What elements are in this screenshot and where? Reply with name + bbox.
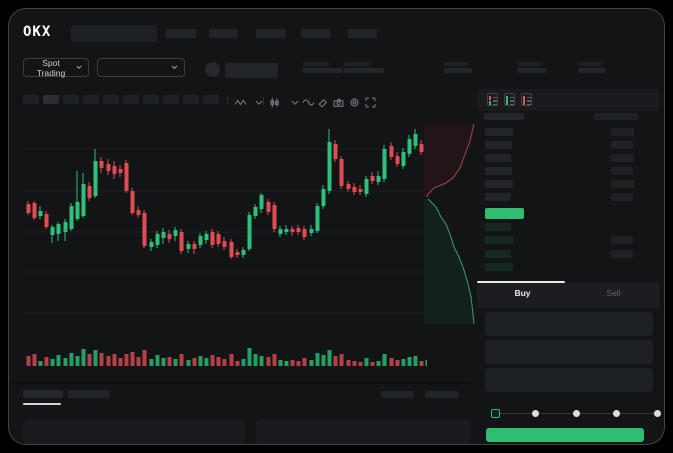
- drawing-tools-icon[interactable]: [317, 95, 328, 108]
- timeframe-button[interactable]: [43, 95, 59, 104]
- nav-item-3[interactable]: [256, 29, 286, 38]
- stat-label-placeholder: [344, 62, 370, 66]
- bottom-tab-2[interactable]: [68, 390, 110, 398]
- section-divider: [9, 381, 471, 384]
- ask-row-price-bar[interactable]: [485, 180, 513, 188]
- bottom-tab-1[interactable]: [23, 390, 63, 398]
- timeframe-button[interactable]: [23, 95, 39, 104]
- camera-icon[interactable]: [333, 95, 344, 107]
- candle-type-icon[interactable]: [269, 95, 280, 108]
- book-bids-icon[interactable]: [504, 93, 515, 106]
- history-table-placeholder[interactable]: [256, 419, 471, 444]
- orderbook-header-placeholder: [484, 113, 524, 120]
- market-type-label: Spot Trading: [36, 57, 66, 78]
- nav-item-4[interactable]: [301, 29, 330, 38]
- buy-submit-button[interactable]: [486, 428, 644, 442]
- toolbar-separator: [263, 97, 264, 105]
- slider-step-dot[interactable]: [532, 410, 539, 417]
- amount-field[interactable]: [485, 340, 653, 364]
- nav-item-2[interactable]: [209, 29, 238, 38]
- stat-label-placeholder: [444, 62, 468, 66]
- settings-icon[interactable]: [349, 95, 360, 107]
- pair-selector-dropdown[interactable]: [97, 58, 185, 77]
- fullscreen-icon[interactable]: [365, 95, 376, 108]
- stat-value-placeholder: [344, 68, 384, 73]
- bottom-tab-indicator: [23, 403, 61, 405]
- ask-row-price-bar[interactable]: [485, 128, 513, 136]
- book-asks-icon[interactable]: [521, 93, 532, 106]
- stat-label-placeholder: [303, 62, 329, 66]
- ask-row-total-bar: [611, 193, 633, 201]
- timeframe-button[interactable]: [203, 95, 219, 104]
- depth-chart: [424, 111, 478, 336]
- app-window: OKX Spot Trading Buy Sell: [8, 8, 665, 445]
- ask-row-total-bar: [611, 180, 634, 188]
- brand-logo[interactable]: OKX: [23, 24, 52, 40]
- stat-value-placeholder: [578, 68, 606, 73]
- slider-step-dot[interactable]: [613, 410, 620, 417]
- bottom-control-1[interactable]: [381, 391, 414, 398]
- chevron-down-icon: [76, 65, 82, 69]
- stat-label-placeholder: [578, 62, 602, 66]
- timeframe-button[interactable]: [143, 95, 159, 104]
- ask-row-total-bar: [611, 141, 633, 149]
- stat-value-placeholder: [444, 68, 472, 73]
- timeframe-button[interactable]: [63, 95, 79, 104]
- chevron-down-icon: [171, 65, 178, 70]
- orderbook-header-placeholder: [594, 113, 638, 120]
- price-field[interactable]: [485, 312, 653, 336]
- nav-search-placeholder[interactable]: [71, 25, 157, 42]
- slider-handle[interactable]: [490, 409, 500, 418]
- bottom-control-2[interactable]: [425, 391, 458, 398]
- total-field[interactable]: [485, 368, 653, 392]
- slider-step-dot[interactable]: [572, 410, 580, 417]
- chevron-down-icon[interactable]: [289, 95, 300, 106]
- pair-coin-icon: [205, 62, 220, 77]
- timeframe-button[interactable]: [83, 95, 99, 104]
- stat-label-placeholder: [518, 62, 542, 66]
- indicators-icon[interactable]: [302, 95, 315, 106]
- ask-row-price-bar[interactable]: [485, 193, 511, 201]
- nav-item-1[interactable]: [166, 29, 196, 38]
- tab-buy[interactable]: Buy: [514, 288, 531, 298]
- toolbar-separator: [227, 97, 228, 105]
- last-price-bar[interactable]: [485, 208, 524, 219]
- ask-row-total-bar: [611, 154, 634, 162]
- orders-table-placeholder[interactable]: [23, 419, 245, 444]
- active-tab-indicator: [477, 281, 565, 283]
- price-chart[interactable]: [23, 111, 430, 379]
- trade-tabbar: [477, 282, 659, 308]
- bid-row-price-bar[interactable]: [485, 250, 511, 258]
- slider-step-dot[interactable]: [653, 410, 661, 417]
- bid-row-total-bar: [611, 236, 633, 244]
- bid-row-price-bar[interactable]: [485, 263, 513, 271]
- timeframe-button[interactable]: [183, 95, 199, 104]
- stat-value-placeholder: [518, 68, 546, 73]
- chevron-down-icon[interactable]: [253, 95, 264, 106]
- ask-row-price-bar[interactable]: [485, 154, 511, 162]
- ask-row-price-bar[interactable]: [485, 167, 512, 175]
- market-type-dropdown[interactable]: Spot Trading: [23, 57, 89, 78]
- ask-row-total-bar: [611, 128, 634, 136]
- line-style-icon[interactable]: [234, 95, 247, 106]
- ask-row-price-bar[interactable]: [485, 141, 512, 149]
- timeframe-button[interactable]: [163, 95, 179, 104]
- last-price-placeholder: [225, 63, 278, 78]
- tab-sell[interactable]: Sell: [606, 288, 621, 298]
- timeframe-button[interactable]: [123, 95, 139, 104]
- bid-row-price-bar[interactable]: [485, 236, 513, 244]
- toolbar-separator: [309, 97, 310, 105]
- stat-value-placeholder: [303, 68, 343, 73]
- bid-row-price-bar[interactable]: [485, 223, 511, 231]
- timeframe-button[interactable]: [103, 95, 119, 104]
- ask-row-total-bar: [611, 167, 633, 175]
- book-combined-icon[interactable]: [487, 93, 498, 106]
- nav-item-5[interactable]: [348, 29, 377, 38]
- bid-row-total-bar: [611, 250, 633, 258]
